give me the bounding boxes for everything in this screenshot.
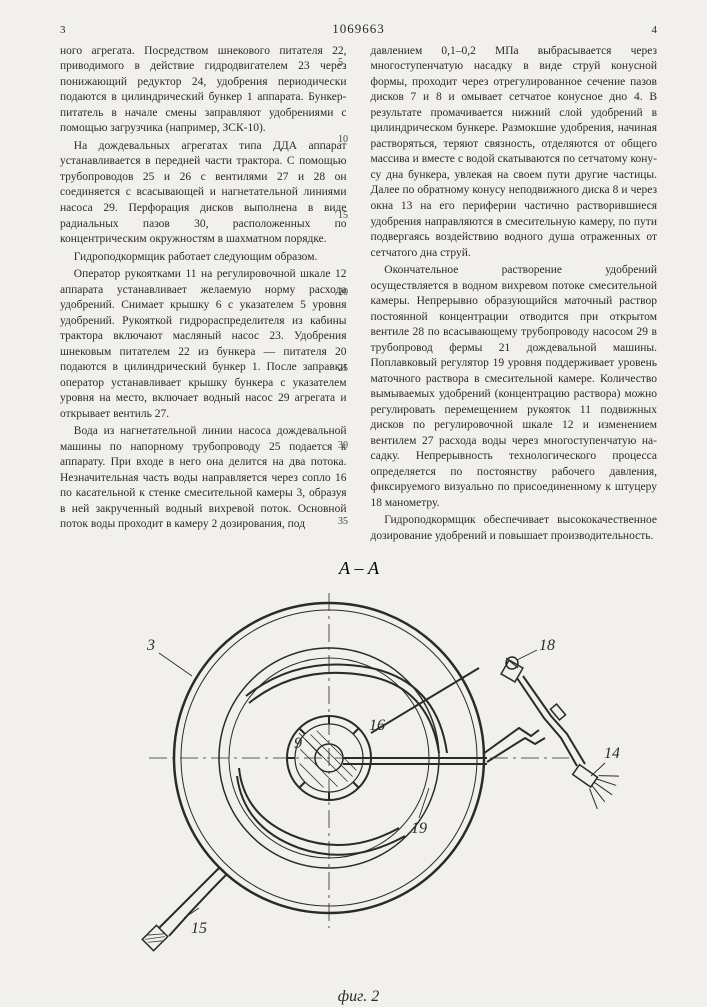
paragraph: Гидроподкормщик работает следующим образ… <box>60 250 347 266</box>
text-columns: ного агрегата. Посредством шнекового пи­… <box>60 44 657 547</box>
label-18: 18 <box>539 637 555 654</box>
figure-labels: 3 9 16 18 14 19 15 <box>146 637 619 937</box>
label-15: 15 <box>191 920 207 937</box>
line-number: 20 <box>338 286 348 300</box>
header-row: 3 1069663 4 <box>60 20 657 38</box>
line-number: 5 <box>338 56 348 70</box>
paragraph: На дождевальных агрегатах типа ДДА аппар… <box>60 139 347 248</box>
line-number: 30 <box>338 439 348 453</box>
paragraph: Вода из нагнетательной линии насоса дожд… <box>60 424 347 533</box>
document-number: 1069663 <box>80 20 637 38</box>
line-number: 10 <box>338 133 348 147</box>
column-left: ного агрегата. Посредством шнекового пи­… <box>60 44 347 547</box>
page-number-right: 4 <box>637 23 657 38</box>
label-19: 19 <box>411 820 427 837</box>
line-number: 35 <box>338 515 348 529</box>
paragraph: Гидроподкормщик обеспечивает высоко­каче… <box>371 513 658 544</box>
paragraph: ного агрегата. Посредством шнекового пи­… <box>60 44 347 137</box>
label-3: 3 <box>146 637 155 654</box>
label-16: 16 <box>369 717 385 734</box>
label-9: 9 <box>294 735 302 752</box>
right-assembly <box>483 657 619 811</box>
line-number: 15 <box>338 209 348 223</box>
figure-caption: фиг. 2 <box>99 986 619 1007</box>
outlet-15 <box>142 868 227 951</box>
paragraph: Оператор рукоятками 11 на регулировоч­но… <box>60 267 347 422</box>
section-label: А – А <box>338 558 380 578</box>
line-number: 25 <box>338 362 348 376</box>
label-14: 14 <box>604 745 619 762</box>
spiral-tube-upper-2 <box>246 665 447 754</box>
figure-container: А – А <box>60 558 657 978</box>
column-right: давлением 0,1–0,2 МПа выбрасывается чере… <box>371 44 658 547</box>
line-number-gutter: 5 10 15 20 25 30 35 <box>338 56 348 529</box>
page-number-left: 3 <box>60 23 80 38</box>
paragraph: Окончательное растворение удобрений осущ… <box>371 263 658 511</box>
paragraph: давлением 0,1–0,2 МПа выбрасывается чере… <box>371 44 658 261</box>
figure-2: А – А <box>99 558 619 978</box>
pipe-16 <box>371 668 479 733</box>
